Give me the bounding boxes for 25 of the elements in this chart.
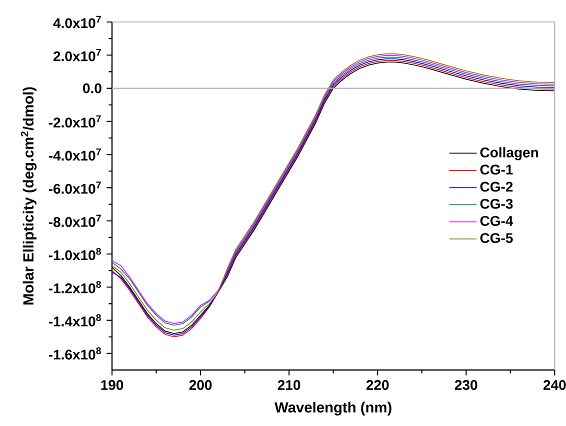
legend-label: Collagen bbox=[480, 147, 538, 160]
x-tick-label: 190 bbox=[101, 380, 124, 390]
x-tick-label: 200 bbox=[189, 380, 212, 390]
y-tick-label: -6.0x10$^{7}$ bbox=[48, 182, 101, 194]
legend-label: CG-4 bbox=[480, 216, 514, 226]
legend-label: CG-5 bbox=[480, 233, 513, 243]
y-tick-label: 0.0 bbox=[83, 83, 102, 94]
x-tick-label: 220 bbox=[366, 380, 389, 390]
x-axis-title: Wavelength (nm) bbox=[274, 402, 392, 416]
legend-label: CG-2 bbox=[480, 182, 513, 192]
x-tick-label: 210 bbox=[278, 380, 300, 390]
y-tick-label: 4.0x10$^{7}$ bbox=[53, 16, 101, 28]
y-tick-label: -8.0x10$^{7}$ bbox=[48, 214, 101, 227]
y-tick-label: -4.0x10$^{7}$ bbox=[48, 148, 101, 161]
y-tick-label: -1.0x10$^{8}$ bbox=[48, 248, 101, 260]
y-axis-title: Molar Ellipticity (deg.cm$^{2}$/dmol) bbox=[20, 87, 37, 305]
legend-label: CG-1 bbox=[480, 164, 513, 175]
legend-label: CG-3 bbox=[480, 198, 513, 209]
x-tick-label: 240 bbox=[543, 380, 566, 390]
y-tick-label: -1.4x10$^{8}$ bbox=[48, 314, 101, 326]
y-tick-label: 2.0x10$^{7}$ bbox=[54, 49, 101, 62]
y-tick-label: -2.0x10$^{7}$ bbox=[48, 115, 101, 128]
y-tick-label: -1.2x10$^{8}$ bbox=[48, 281, 101, 294]
y-tick-label: -1.6x10$^{8}$ bbox=[48, 347, 101, 360]
x-tick-label: 230 bbox=[454, 380, 478, 390]
